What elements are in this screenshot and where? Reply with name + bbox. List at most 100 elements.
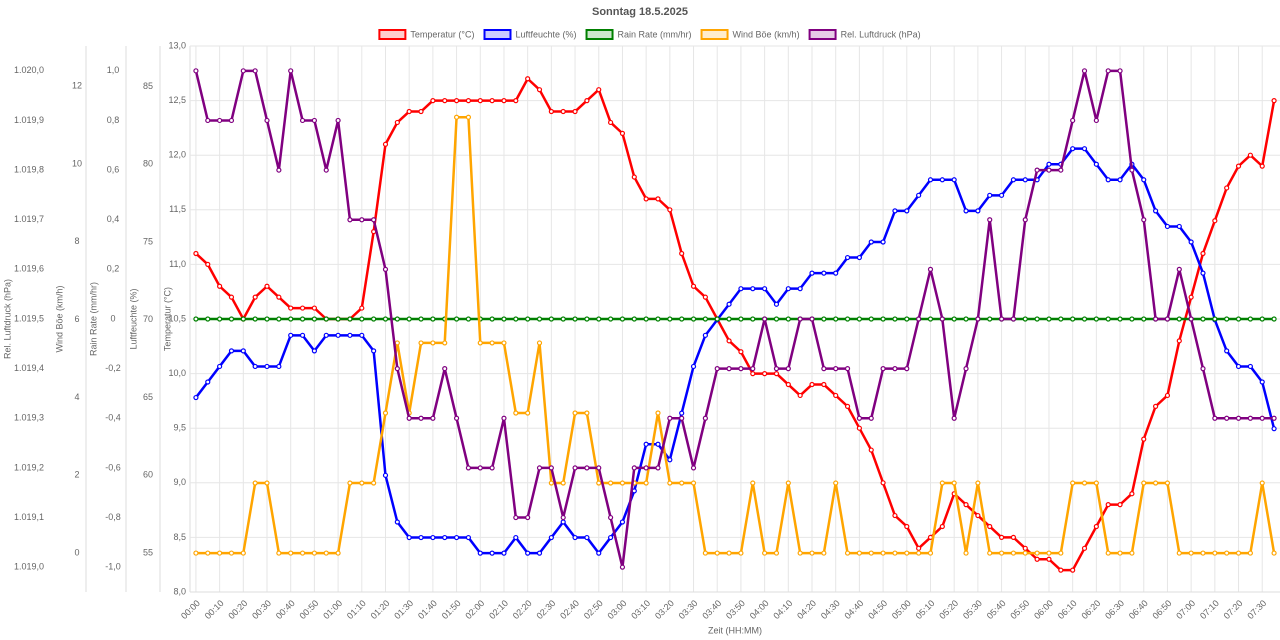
data-point: [465, 114, 472, 120]
data-point: [726, 338, 732, 344]
data-point: [382, 316, 389, 322]
data-point: [193, 68, 199, 74]
x-tick-label: 01:20: [369, 598, 392, 621]
y-tick-label: 12,5: [168, 95, 186, 105]
data-point: [1188, 294, 1194, 300]
data-point: [418, 316, 424, 322]
data-point: [998, 550, 1005, 556]
data-point: [228, 316, 235, 322]
data-point: [939, 523, 945, 530]
data-point: [347, 217, 353, 223]
x-tick-label: 00:20: [226, 598, 249, 621]
legend-swatch: [700, 29, 729, 40]
data-point: [809, 381, 815, 388]
data-point: [821, 381, 827, 388]
data-point: [1188, 550, 1194, 556]
data-point: [311, 550, 318, 556]
data-point: [359, 480, 365, 486]
y-tick-label: 1.019,7: [14, 214, 44, 224]
data-point: [1235, 363, 1242, 370]
data-point: [738, 366, 744, 372]
data-point: [868, 447, 874, 453]
data-point: [394, 366, 400, 372]
data-point: [347, 332, 353, 338]
data-point: [951, 177, 957, 183]
data-point: [1117, 316, 1123, 322]
legend-label: Temperatur (°C): [410, 29, 474, 39]
data-point: [1046, 161, 1052, 167]
y-tick-label: 1.019,4: [14, 363, 44, 373]
data-point: [1212, 415, 1218, 421]
data-point: [1200, 316, 1206, 322]
x-axis-title: Zeit (HH:MM): [708, 625, 762, 635]
data-point: [299, 550, 306, 556]
data-point: [762, 316, 768, 322]
x-tick-label: 00:50: [297, 598, 320, 621]
data-point: [596, 87, 602, 93]
data-point: [311, 316, 318, 322]
data-point: [868, 316, 874, 322]
data-point: [1235, 550, 1242, 556]
data-point: [299, 316, 306, 322]
y-tick-label: -0,8: [105, 512, 121, 522]
legend-swatch: [585, 29, 614, 40]
data-point: [690, 480, 697, 486]
y-tick-label: 0,2: [107, 264, 120, 274]
data-point: [560, 519, 566, 525]
data-point: [205, 316, 211, 322]
legend-swatch: [378, 29, 407, 40]
data-point: [987, 523, 993, 530]
data-point: [240, 68, 246, 74]
data-point: [205, 379, 211, 385]
data-point: [1070, 316, 1076, 322]
data-point: [1247, 415, 1253, 421]
data-point: [1105, 177, 1111, 183]
data-point: [442, 97, 448, 104]
y-tick-label: 12,0: [168, 150, 186, 160]
y-axis-title: Luftfeuchte (%): [128, 288, 138, 349]
data-point: [513, 514, 519, 521]
data-point: [714, 366, 720, 372]
data-point: [572, 410, 578, 416]
data-point: [560, 480, 566, 486]
legend-swatch: [483, 29, 512, 40]
y-tick-label: 85: [143, 81, 153, 91]
data-point: [228, 348, 235, 354]
data-point: [927, 266, 934, 272]
data-point: [382, 410, 389, 416]
data-point: [1188, 316, 1194, 322]
data-point: [880, 239, 886, 245]
data-point: [773, 301, 780, 307]
data-point: [738, 286, 744, 292]
data-point: [228, 294, 235, 300]
data-point: [453, 114, 460, 120]
y-tick-label: 70: [143, 314, 153, 324]
x-tick-label: 01:10: [345, 598, 368, 621]
data-point: [856, 254, 863, 261]
y-tick-label: 2: [74, 470, 79, 480]
data-point: [1271, 316, 1277, 322]
data-point: [679, 410, 685, 416]
data-point: [252, 316, 258, 322]
data-point: [240, 348, 246, 354]
data-point: [607, 480, 614, 486]
data-point: [1259, 480, 1265, 486]
data-point: [904, 523, 910, 530]
legend-swatch: [808, 29, 837, 40]
data-point: [311, 348, 318, 354]
y-tick-label: 1.019,8: [14, 164, 44, 174]
data-point: [453, 316, 460, 322]
data-point: [311, 117, 318, 124]
data-point: [702, 294, 708, 300]
data-point: [762, 371, 768, 377]
x-tick-label: 05:40: [985, 598, 1008, 621]
data-point: [1176, 223, 1182, 230]
data-point: [726, 301, 732, 307]
data-point: [833, 366, 839, 372]
data-point: [1200, 366, 1206, 372]
data-point: [1141, 480, 1147, 486]
data-point: [951, 480, 957, 486]
data-point: [975, 512, 981, 519]
data-point: [1259, 415, 1265, 421]
legend-label: Wind Böe (km/h): [733, 29, 800, 39]
